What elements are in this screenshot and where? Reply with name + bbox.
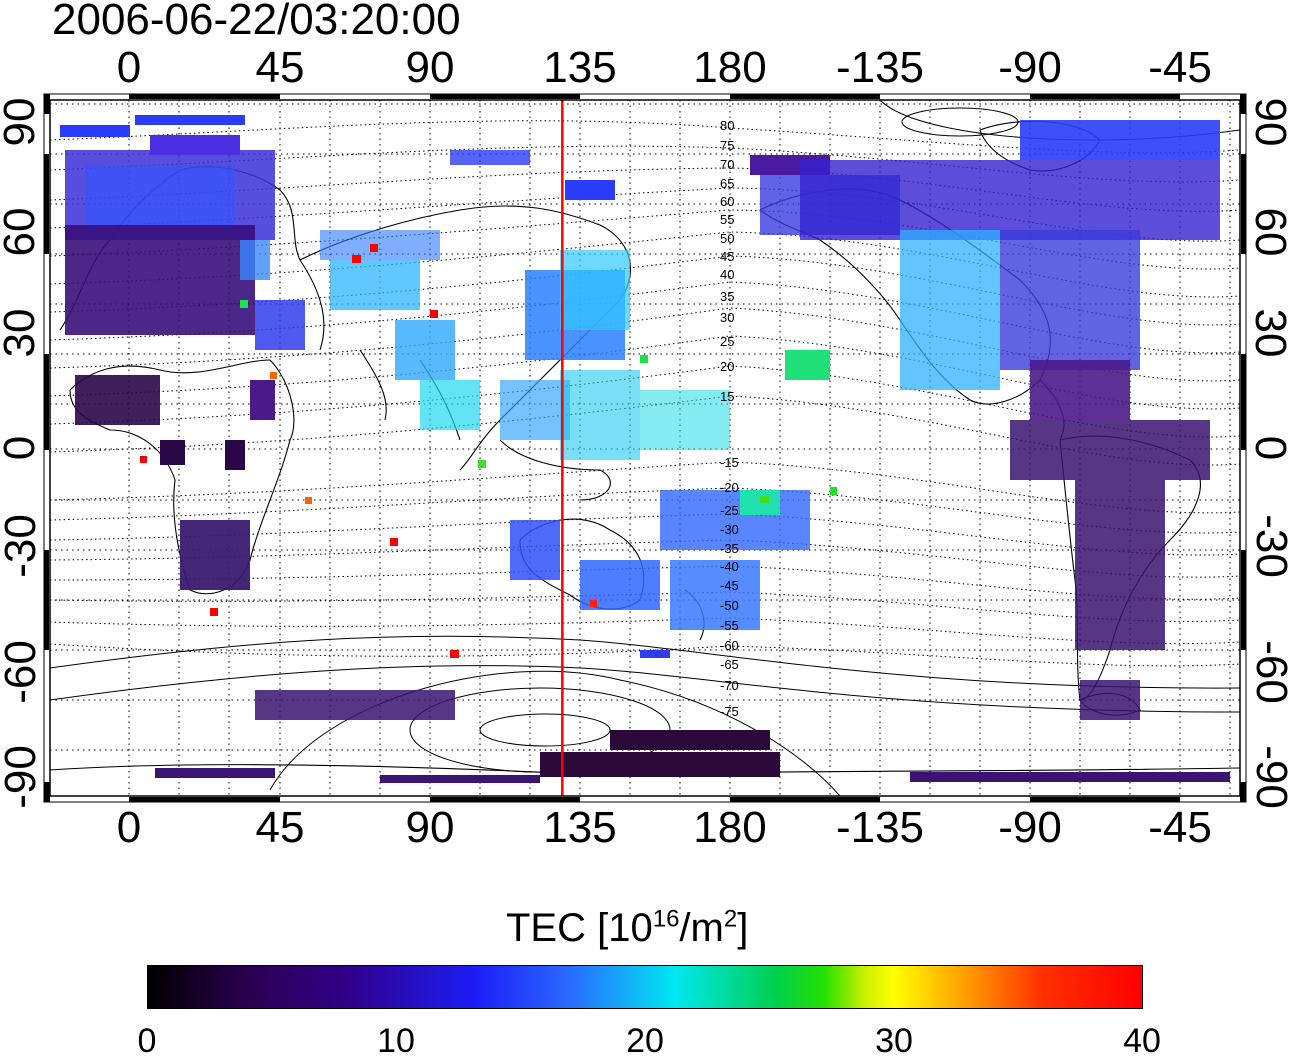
bottom-lon-tick-m45: -45 bbox=[1148, 803, 1212, 852]
colorbar-tick-0: 0 bbox=[137, 1022, 157, 1060]
colorbar-tick-30: 30 bbox=[875, 1022, 913, 1060]
colorbar-title: TEC [1016/m2] bbox=[506, 905, 749, 950]
mlat-label: -50 bbox=[720, 598, 739, 613]
colorbar-tick-10: 10 bbox=[377, 1022, 415, 1060]
bottom-lon-tick-135: 135 bbox=[543, 803, 617, 852]
top-lon-tick-m45: -45 bbox=[1148, 43, 1212, 92]
bottom-lon-tick-m90: -90 bbox=[998, 803, 1062, 852]
colorbar-tick-20: 20 bbox=[626, 1022, 664, 1060]
bottom-lon-tick-m135: -135 bbox=[835, 803, 925, 852]
tec-observations bbox=[60, 115, 1230, 783]
colorbar-tick-40: 40 bbox=[1123, 1022, 1161, 1060]
top-lon-tick-45: 45 bbox=[255, 43, 305, 92]
timestamp-title: 2006-06-22/03:20:00 bbox=[52, 0, 461, 44]
top-lon-tick-180: 180 bbox=[693, 43, 767, 92]
mlat-label: -45 bbox=[720, 578, 739, 593]
top-lon-tick-m90: -90 bbox=[998, 43, 1062, 92]
mlat-label: -35 bbox=[720, 541, 739, 556]
top-lon-tick-m135: -135 bbox=[835, 43, 925, 92]
mlat-label: -70 bbox=[720, 678, 739, 693]
mlat-label: -65 bbox=[720, 657, 739, 672]
mlat-label: 50 bbox=[720, 231, 734, 246]
mlat-label: 80 bbox=[720, 118, 734, 133]
mlat-label: -60 bbox=[720, 638, 739, 653]
frame-tick-bars bbox=[44, 94, 1246, 802]
mlat-label: 15 bbox=[720, 389, 734, 404]
mlat-label: -15 bbox=[720, 455, 739, 470]
mlat-label: -55 bbox=[720, 618, 739, 633]
bottom-lon-tick-90: 90 bbox=[405, 803, 455, 852]
map-frame bbox=[49, 99, 1241, 797]
mlat-label: -40 bbox=[720, 559, 739, 574]
bottom-lon-tick-45: 45 bbox=[255, 803, 305, 852]
mlat-label: 55 bbox=[720, 212, 734, 227]
mlat-label: 25 bbox=[720, 334, 734, 349]
bottom-lon-tick-0: 0 bbox=[116, 803, 142, 852]
mlat-label: 70 bbox=[720, 157, 734, 172]
tec-colorbar bbox=[147, 965, 1143, 1009]
mlat-label: 35 bbox=[720, 289, 734, 304]
mlat-label: 65 bbox=[720, 176, 734, 191]
mlat-labels-south: -15 -20 -25 -30 -35 -40 -45 -50 -55 -60 … bbox=[720, 455, 739, 719]
top-lon-tick-0: 0 bbox=[116, 43, 142, 92]
mlat-label: -25 bbox=[720, 503, 739, 518]
mlat-label: 20 bbox=[720, 359, 734, 374]
mlat-label: 40 bbox=[720, 267, 734, 282]
top-lon-tick-135: 135 bbox=[543, 43, 617, 92]
mlat-label: 75 bbox=[720, 138, 734, 153]
bottom-lon-tick-180: 180 bbox=[693, 803, 767, 852]
mlat-labels-north: 80 75 70 65 60 55 50 45 40 35 30 25 20 1… bbox=[720, 118, 734, 404]
mlat-label: -75 bbox=[720, 704, 739, 719]
top-lon-tick-90: 90 bbox=[405, 43, 455, 92]
mlat-label: -30 bbox=[720, 522, 739, 537]
mlat-label: -20 bbox=[720, 480, 739, 495]
mlat-label: 45 bbox=[720, 249, 734, 264]
mlat-label: 60 bbox=[720, 194, 734, 209]
mlat-label: 30 bbox=[720, 310, 734, 325]
